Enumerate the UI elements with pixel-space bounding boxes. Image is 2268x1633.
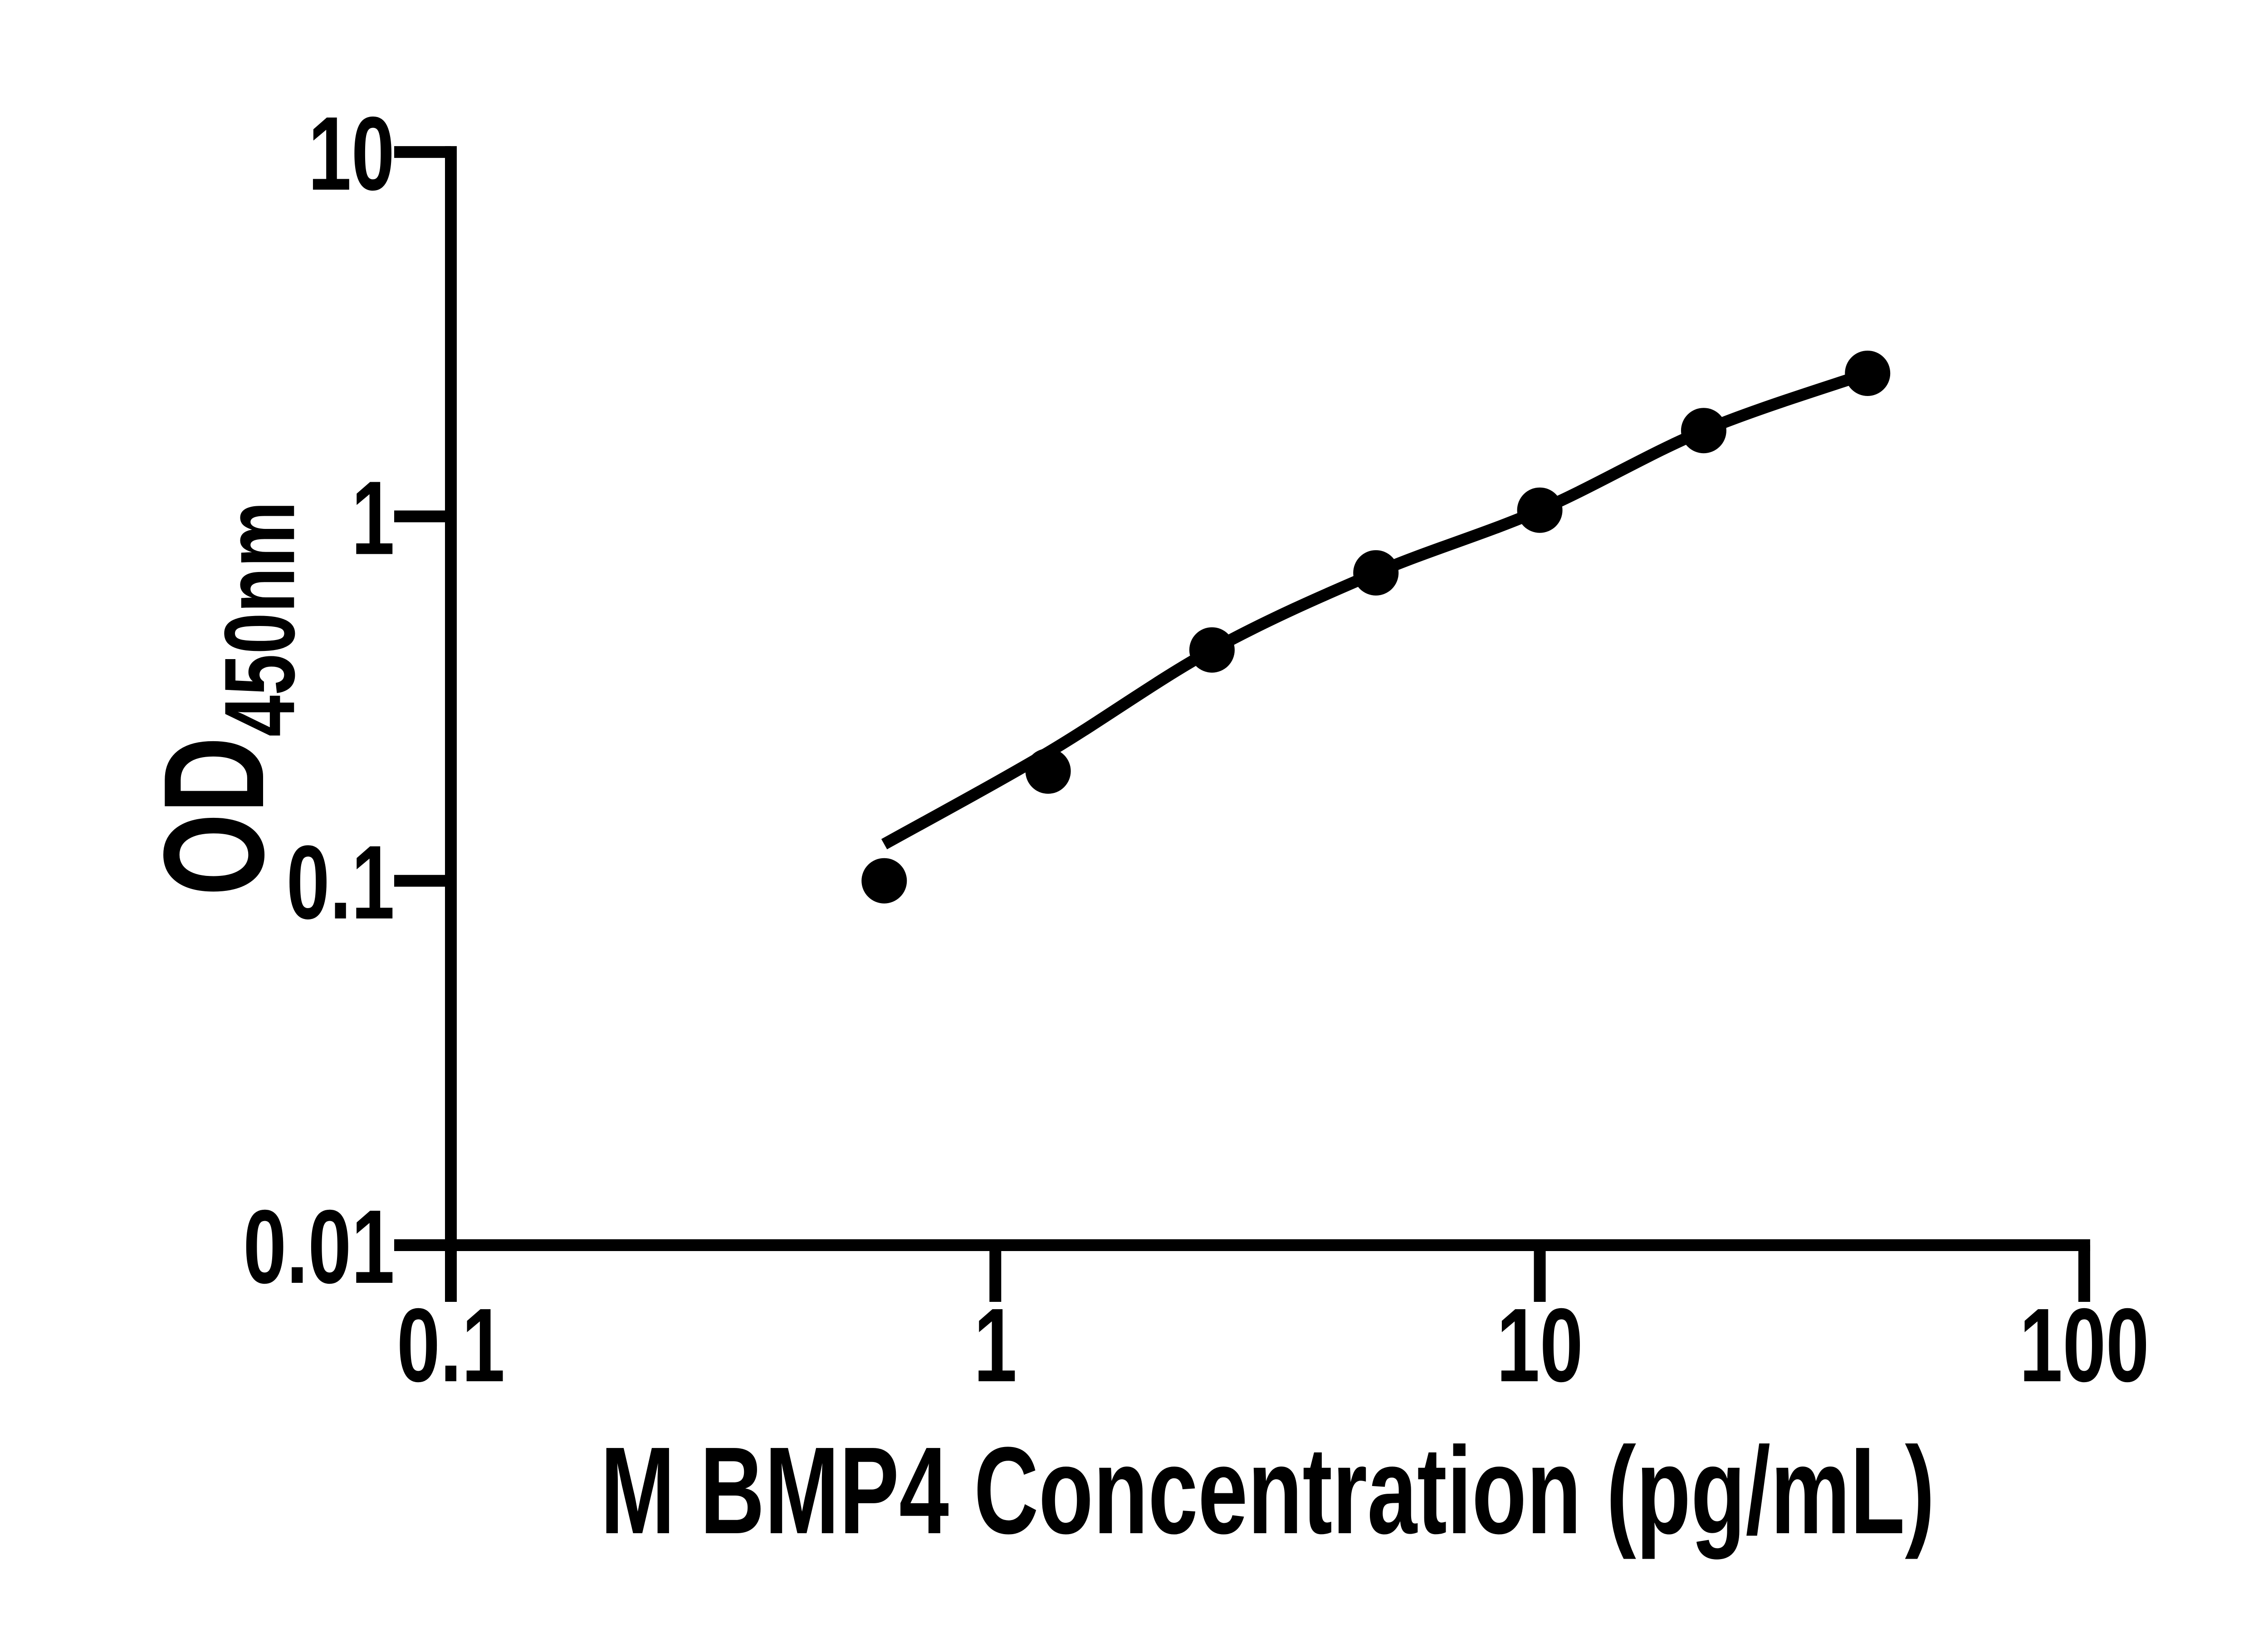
y-tick-label-0.01: 0.01 (243, 1188, 395, 1305)
x-axis-title-text: M BMP4 Concentration (pg/mL) (601, 1422, 1935, 1560)
data-point-1 (861, 858, 907, 904)
x-axis-title: M BMP4 Concentration (pg/mL) (601, 1422, 1935, 1560)
x-tick-label-10: 10 (1496, 1287, 1583, 1404)
x-tick-label-1: 1 (974, 1287, 1017, 1404)
axes (445, 146, 2090, 1251)
data-point-2 (1025, 748, 1071, 794)
y-axis-title: OD450nm (134, 501, 316, 896)
data-point-3 (1189, 627, 1235, 673)
y-tick-label-1: 1 (352, 460, 395, 577)
y-tick-label-0.1: 0.1 (286, 824, 395, 941)
y-axis-title-text: OD450nm (134, 501, 316, 896)
y-tick-label-10: 10 (308, 95, 395, 212)
x-tick-label-100: 100 (2019, 1287, 2149, 1404)
x-tick-labels: 0.1 1 10 100 (397, 1287, 2149, 1404)
data-point-7 (1845, 350, 1891, 396)
data-points (861, 350, 1891, 904)
axis-ticks (394, 146, 2090, 1302)
y-tick-labels: 0.01 0.1 1 10 (243, 95, 395, 1305)
x-tick-label-0.1: 0.1 (397, 1287, 505, 1404)
data-point-4 (1353, 550, 1399, 596)
data-point-5 (1517, 487, 1563, 533)
data-point-6 (1681, 408, 1726, 454)
